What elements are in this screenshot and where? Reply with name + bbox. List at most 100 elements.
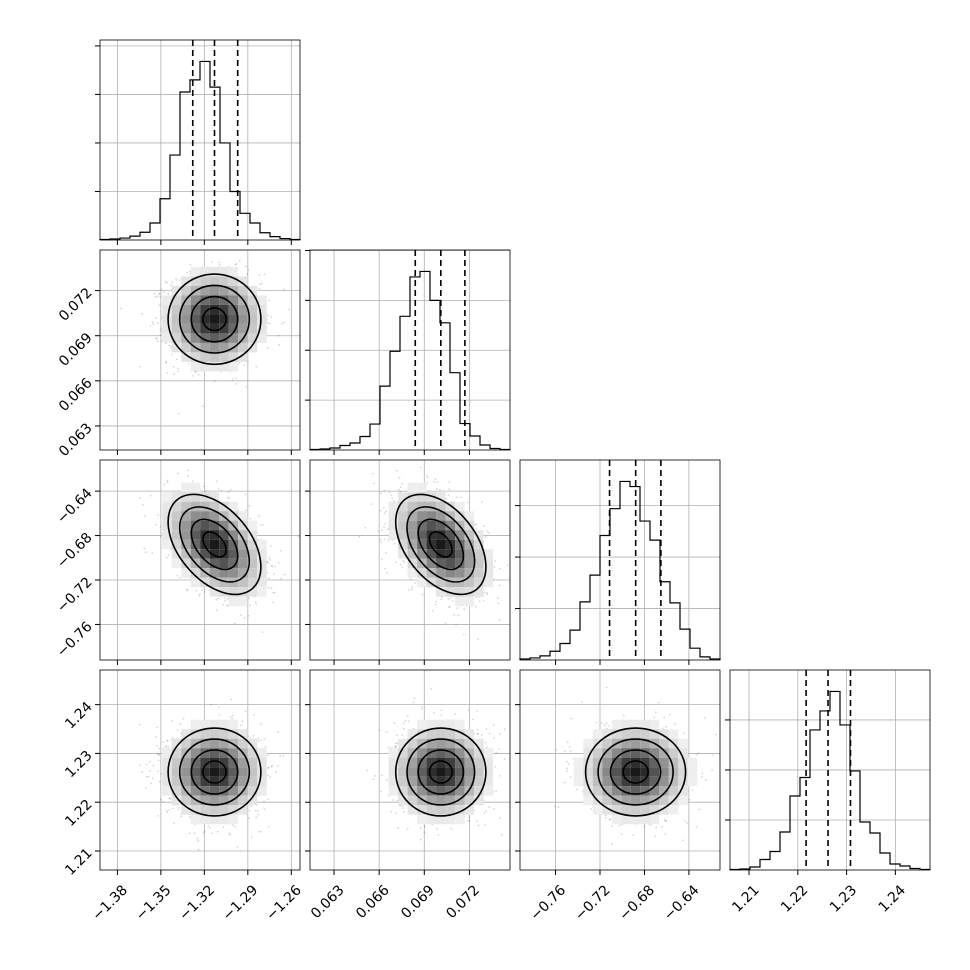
scatter-point bbox=[268, 577, 270, 580]
scatter-point bbox=[280, 549, 282, 552]
scatter-point bbox=[449, 597, 452, 599]
density-cell bbox=[190, 361, 201, 372]
scatter-point bbox=[227, 491, 230, 493]
scatter-point bbox=[268, 557, 271, 559]
density-cell bbox=[228, 568, 239, 578]
scatter-point bbox=[255, 365, 258, 368]
scatter-point bbox=[358, 535, 361, 538]
scatter-point bbox=[386, 571, 388, 574]
scatter-point bbox=[193, 832, 196, 834]
density-cell bbox=[455, 596, 465, 607]
density-cell bbox=[181, 530, 191, 540]
scatter-point bbox=[425, 475, 428, 477]
scatter-point bbox=[463, 633, 465, 636]
scatter-point bbox=[393, 542, 396, 545]
scatter-point bbox=[149, 494, 152, 497]
scatter-point bbox=[173, 373, 175, 376]
density-cell bbox=[200, 314, 210, 324]
density-cell bbox=[181, 314, 191, 324]
scatter-point bbox=[475, 527, 477, 530]
scatter-point bbox=[281, 322, 283, 325]
scatter-point bbox=[270, 564, 273, 567]
density-cell bbox=[209, 342, 220, 353]
scatter-point bbox=[456, 607, 459, 610]
scatter-point bbox=[440, 598, 443, 601]
scatter-point bbox=[475, 605, 477, 608]
scatter-point bbox=[143, 547, 146, 550]
scatter-point bbox=[215, 480, 218, 483]
scatter-point bbox=[245, 265, 248, 268]
scatter-point bbox=[229, 489, 232, 491]
scatter-point bbox=[247, 614, 250, 617]
scatter-point bbox=[144, 551, 147, 554]
scatter-point bbox=[478, 600, 481, 603]
scatter-point bbox=[201, 589, 204, 591]
density-cell bbox=[464, 558, 475, 569]
density-cell bbox=[162, 539, 172, 550]
y-tick-label-2: −0.68 bbox=[54, 530, 96, 572]
density-cell bbox=[417, 511, 427, 521]
scatter-point bbox=[399, 486, 402, 489]
scatter-point bbox=[151, 321, 154, 324]
scatter-point bbox=[398, 476, 401, 479]
scatter-point bbox=[171, 281, 174, 284]
scatter-point bbox=[247, 269, 250, 271]
density-cell bbox=[417, 482, 427, 493]
density-panel-3-0: 1.211.221.231.24−1.38 −1.35 −1.32 −1.29 −1.2… bbox=[62, 669, 305, 924]
scatter-point bbox=[156, 340, 159, 342]
scatter-point bbox=[155, 337, 158, 340]
scatter-point bbox=[245, 386, 248, 388]
scatter-point bbox=[177, 367, 179, 370]
scatter-point bbox=[177, 472, 180, 475]
scatter-point bbox=[152, 764, 155, 767]
scatter-point bbox=[189, 270, 191, 273]
scatter-point bbox=[157, 322, 159, 325]
scatter-point bbox=[395, 561, 397, 564]
scatter-point bbox=[261, 631, 264, 633]
scatter-point bbox=[403, 561, 406, 564]
scatter-point bbox=[224, 597, 227, 600]
histogram-step-1 bbox=[309, 270, 511, 451]
y-tick-label-1: 0.069 bbox=[56, 330, 96, 370]
scatter-point bbox=[158, 304, 161, 306]
scatter-point bbox=[163, 291, 165, 294]
scatter-point bbox=[475, 522, 477, 525]
density-cell bbox=[436, 539, 446, 550]
scatter-point bbox=[168, 344, 170, 347]
scatter-point bbox=[203, 591, 206, 593]
scatter-point bbox=[447, 597, 450, 600]
scatter-point bbox=[399, 564, 402, 566]
scatter-point bbox=[187, 475, 189, 477]
scatter-point bbox=[218, 714, 221, 716]
scatter-point bbox=[381, 558, 383, 561]
density-cell bbox=[474, 587, 484, 597]
scatter-point bbox=[436, 481, 439, 484]
scatter-point bbox=[191, 375, 194, 377]
scatter-point bbox=[158, 780, 161, 783]
density-cell bbox=[238, 596, 248, 607]
scatter-point bbox=[410, 578, 412, 581]
scatter-point bbox=[231, 378, 234, 381]
density-cell bbox=[257, 558, 267, 569]
density-cell bbox=[162, 520, 172, 531]
scatter-point bbox=[266, 347, 269, 349]
scatter-point bbox=[225, 604, 228, 607]
scatter-point bbox=[269, 558, 271, 561]
scatter-point bbox=[448, 481, 451, 484]
scatter-point bbox=[156, 295, 159, 298]
scatter-point bbox=[217, 488, 220, 490]
density-cell bbox=[228, 596, 239, 607]
scatter-point bbox=[203, 485, 206, 488]
scatter-point bbox=[239, 724, 242, 727]
density-cell bbox=[474, 568, 484, 578]
scatter-point bbox=[220, 489, 223, 492]
scatter-point bbox=[234, 825, 237, 828]
density-cell bbox=[209, 539, 220, 550]
scatter-point bbox=[390, 494, 393, 496]
density-cell bbox=[228, 266, 239, 277]
scatter-point bbox=[189, 264, 192, 266]
scatter-point bbox=[145, 763, 148, 766]
scatter-point bbox=[243, 364, 246, 366]
scatter-point bbox=[426, 476, 429, 479]
scatter-point bbox=[233, 622, 236, 625]
